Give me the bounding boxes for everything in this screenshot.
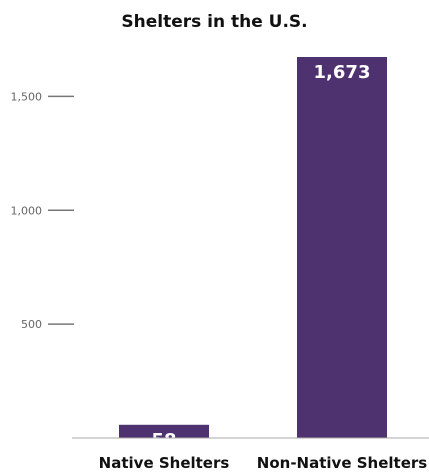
category-label: Native Shelters — [99, 454, 230, 472]
y-tick-label: 500 — [21, 318, 42, 331]
bar — [119, 424, 209, 438]
chart-title: Shelters in the U.S. — [121, 12, 308, 32]
bar — [297, 57, 387, 438]
category-label: Non-Native Shelters — [257, 454, 427, 472]
bar-value-label: 58 — [151, 430, 176, 451]
y-tick-label: 1,000 — [11, 204, 43, 217]
bar-value-label: 1,673 — [314, 62, 371, 83]
y-tick-label: 1,500 — [11, 90, 43, 103]
